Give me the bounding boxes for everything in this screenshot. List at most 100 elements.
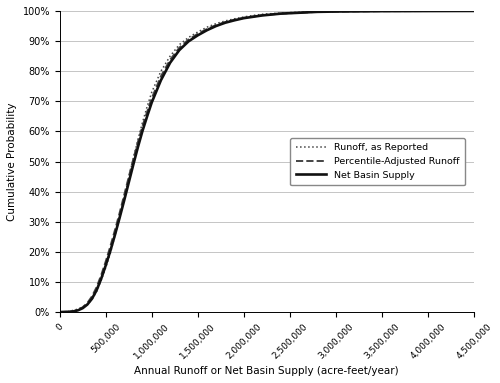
Net Basin Supply [314, 10, 320, 14]
Runoff, as Reported [116, 215, 122, 219]
Runoff, as Reported [213, 21, 219, 26]
Runoff, as Reported [135, 137, 141, 142]
Net Basin Supply [112, 233, 118, 237]
Legend: Runoff, as Reported, Percentile-Adjusted Runoff, Net Basin Supply: Runoff, as Reported, Percentile-Adjusted… [290, 137, 465, 185]
Net Basin Supply [194, 33, 200, 38]
Runoff, as Reported [144, 105, 150, 109]
Runoff, as Reported [194, 30, 200, 34]
Percentile-Adjusted Runoff [135, 140, 141, 144]
Runoff, as Reported [121, 195, 127, 200]
Line: Net Basin Supply: Net Basin Supply [60, 11, 474, 312]
Net Basin Supply [278, 11, 283, 16]
Percentile-Adjusted Runoff [66, 309, 72, 314]
Runoff, as Reported [222, 19, 228, 23]
Net Basin Supply [66, 309, 72, 314]
Percentile-Adjusted Runoff [94, 285, 100, 290]
Percentile-Adjusted Runoff [314, 10, 320, 14]
Percentile-Adjusted Runoff [56, 310, 62, 314]
Percentile-Adjusted Runoff [108, 244, 114, 249]
Runoff, as Reported [56, 310, 62, 314]
Net Basin Supply [470, 9, 476, 13]
Net Basin Supply [140, 128, 145, 133]
Net Basin Supply [75, 308, 81, 313]
Percentile-Adjusted Runoff [130, 157, 136, 161]
Net Basin Supply [204, 28, 210, 33]
Net Basin Supply [424, 9, 430, 13]
Net Basin Supply [158, 78, 164, 82]
Runoff, as Reported [126, 176, 132, 180]
Runoff, as Reported [186, 35, 192, 40]
Runoff, as Reported [75, 307, 81, 311]
Percentile-Adjusted Runoff [424, 9, 430, 13]
Net Basin Supply [84, 302, 90, 307]
Runoff, as Reported [89, 297, 95, 302]
Runoff, as Reported [470, 9, 476, 13]
Net Basin Supply [89, 296, 95, 301]
Runoff, as Reported [98, 278, 104, 283]
Runoff, as Reported [130, 156, 136, 161]
Percentile-Adjusted Runoff [121, 193, 127, 198]
Net Basin Supply [186, 39, 192, 44]
Runoff, as Reported [102, 265, 108, 270]
Net Basin Supply [296, 10, 302, 15]
Runoff, as Reported [167, 54, 173, 59]
Runoff, as Reported [84, 302, 90, 307]
Net Basin Supply [167, 61, 173, 65]
Net Basin Supply [240, 16, 246, 20]
Net Basin Supply [259, 13, 265, 18]
Net Basin Supply [213, 24, 219, 28]
Net Basin Supply [70, 309, 76, 314]
Net Basin Supply [102, 263, 108, 268]
Percentile-Adjusted Runoff [213, 23, 219, 28]
Line: Runoff, as Reported: Runoff, as Reported [60, 11, 474, 312]
Net Basin Supply [121, 198, 127, 203]
Percentile-Adjusted Runoff [278, 11, 283, 16]
Percentile-Adjusted Runoff [98, 273, 104, 278]
Net Basin Supply [80, 306, 86, 311]
Runoff, as Reported [176, 43, 182, 47]
Runoff, as Reported [108, 251, 114, 255]
Net Basin Supply [56, 310, 62, 314]
Runoff, as Reported [332, 9, 338, 13]
Percentile-Adjusted Runoff [204, 27, 210, 31]
Percentile-Adjusted Runoff [167, 57, 173, 62]
Percentile-Adjusted Runoff [70, 309, 76, 313]
Net Basin Supply [332, 9, 338, 14]
Runoff, as Reported [296, 10, 302, 15]
Y-axis label: Cumulative Probability: Cumulative Probability [7, 102, 17, 221]
Net Basin Supply [144, 114, 150, 119]
Percentile-Adjusted Runoff [80, 305, 86, 309]
Runoff, as Reported [378, 9, 384, 13]
Net Basin Supply [98, 277, 104, 281]
Percentile-Adjusted Runoff [176, 45, 182, 50]
Percentile-Adjusted Runoff [89, 294, 95, 299]
Percentile-Adjusted Runoff [194, 31, 200, 36]
Percentile-Adjusted Runoff [126, 175, 132, 180]
Net Basin Supply [130, 162, 136, 167]
Runoff, as Reported [158, 69, 164, 74]
Percentile-Adjusted Runoff [240, 16, 246, 20]
Percentile-Adjusted Runoff [148, 96, 154, 101]
Percentile-Adjusted Runoff [470, 9, 476, 13]
Percentile-Adjusted Runoff [378, 9, 384, 13]
Net Basin Supply [378, 9, 384, 13]
Runoff, as Reported [278, 11, 283, 15]
Percentile-Adjusted Runoff [144, 110, 150, 114]
Percentile-Adjusted Runoff [102, 259, 108, 264]
Percentile-Adjusted Runoff [222, 20, 228, 25]
Percentile-Adjusted Runoff [332, 9, 338, 14]
Net Basin Supply [126, 180, 132, 185]
Runoff, as Reported [240, 15, 246, 19]
Percentile-Adjusted Runoff [116, 211, 122, 216]
Runoff, as Reported [140, 120, 145, 124]
Runoff, as Reported [204, 25, 210, 29]
Runoff, as Reported [66, 309, 72, 314]
Net Basin Supply [116, 216, 122, 220]
Percentile-Adjusted Runoff [296, 10, 302, 15]
Percentile-Adjusted Runoff [140, 124, 145, 128]
Runoff, as Reported [250, 13, 256, 18]
Net Basin Supply [222, 20, 228, 25]
Net Basin Supply [94, 288, 100, 293]
Percentile-Adjusted Runoff [158, 74, 164, 79]
Runoff, as Reported [94, 289, 100, 294]
